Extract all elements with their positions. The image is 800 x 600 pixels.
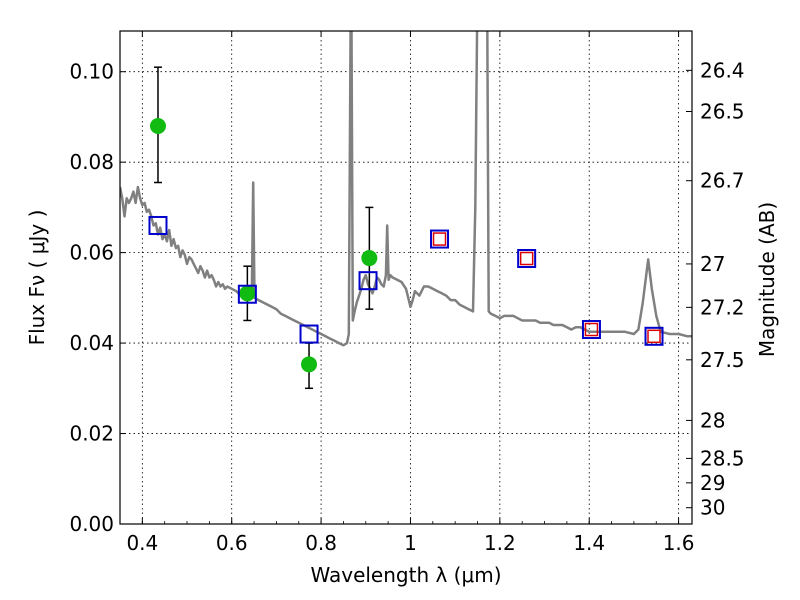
y-tick-label: 0.02 [69, 422, 114, 446]
y2-tick-label: 27 [700, 252, 725, 276]
observed-point [149, 117, 166, 134]
observed-point [239, 285, 256, 302]
model-point-red [584, 322, 599, 337]
y2-tick-label: 28 [700, 408, 725, 432]
model-point-red [519, 251, 534, 266]
x-tick-label: 0.6 [216, 531, 248, 555]
y2-tick-label: 28.5 [700, 446, 745, 470]
error-bar-layer [153, 66, 374, 390]
x-tick-label: 0.8 [305, 531, 337, 555]
y-tick-label: 0.06 [69, 241, 114, 265]
y-tick-label: 0.04 [69, 331, 114, 355]
observed-point [361, 250, 378, 267]
marker-layer [148, 117, 664, 373]
plot-frame [119, 30, 693, 525]
tick-layer [120, 31, 692, 525]
model-point-red [647, 329, 661, 344]
model-point-blue [148, 215, 168, 235]
sed-line-layer [120, 31, 692, 347]
grid [120, 31, 692, 525]
y-axis-label: Flux Fν ( μJy ) [25, 210, 49, 346]
y-tick-label: 0.08 [69, 150, 114, 174]
y2-tick-label: 26.4 [700, 58, 745, 82]
y2-tick-label: 26.7 [700, 169, 745, 193]
model-point-blue [644, 326, 664, 346]
sed-model-line [120, 31, 692, 347]
y-tick-label: 0.00 [69, 512, 114, 536]
x-axis-label: Wavelength λ (μm) [310, 563, 501, 587]
x-tick-label: 1 [404, 531, 417, 555]
model-point-red [432, 232, 447, 246]
x-tick-label: 1.4 [573, 531, 605, 555]
model-point-blue [299, 324, 319, 344]
y2-tick-label: 27.2 [700, 295, 745, 319]
model-point-blue [430, 229, 450, 249]
model-point-blue [581, 320, 601, 340]
y2-tick-label: 26.5 [700, 100, 745, 124]
y2-tick-label: 30 [700, 496, 725, 520]
y2-tick-label: 27.5 [700, 348, 745, 372]
observed-point [301, 356, 318, 373]
x-tick-label: 1.6 [663, 531, 695, 555]
y-tick-label: 0.10 [69, 60, 114, 84]
x-tick-label: 0.4 [126, 531, 158, 555]
y2-axis-label: Magnitude (AB) [755, 202, 779, 357]
model-point-blue [517, 249, 537, 269]
model-point-blue [237, 284, 257, 304]
y2-tick-label: 29 [700, 471, 725, 495]
model-point-blue [358, 271, 378, 291]
x-tick-label: 1.2 [484, 531, 516, 555]
tick-label-layer: 0.4 0.6 0.8 1 1.2 1.4 1.6 0.00 0.02 0.04 0.06 0.08 0… [69, 58, 744, 555]
